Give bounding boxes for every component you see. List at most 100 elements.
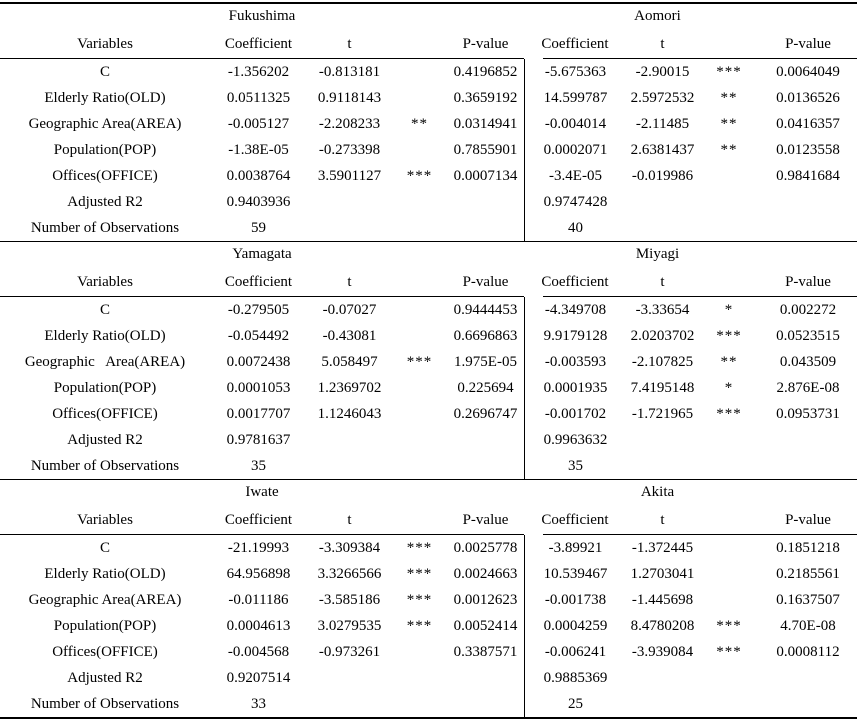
coefficient-value: -0.279505 xyxy=(227,301,290,318)
 xyxy=(307,427,392,453)
p-value: 0.9841684 xyxy=(776,167,840,184)
t-value: -1.372445 xyxy=(631,539,694,556)
header-t-left: t xyxy=(347,273,352,290)
adjusted-r2-value: 0.9747428 xyxy=(524,189,626,215)
prefecture-title-row: Fukushima Aomori xyxy=(0,4,857,29)
 xyxy=(447,691,524,717)
significance-stars: *** xyxy=(716,63,742,80)
p-value: 0.002272 xyxy=(779,301,837,318)
p-value: 0.0123558 xyxy=(776,141,840,158)
variable-label: Population(POP) xyxy=(53,617,157,634)
p-value: 0.225694 xyxy=(457,379,514,396)
 xyxy=(447,453,524,479)
variable-row: C -21.19993 -3.309384 *** 0.0025778 -3.89921-… xyxy=(0,535,857,561)
variable-row: Population(POP) -1.38E-05 -0.273398 0.78559… xyxy=(0,137,857,163)
header-t-right: t xyxy=(660,511,665,528)
t-value: 5.058497 xyxy=(321,353,378,370)
t-value: 2.6381437 xyxy=(630,141,695,158)
header-underline-right xyxy=(543,296,857,297)
column-header-row: Variables Coefficient t P-value Coeffici… xyxy=(0,267,857,297)
significance-stars xyxy=(392,137,447,163)
t-value: -2.90015 xyxy=(635,63,690,80)
coefficient-value: -0.001738 xyxy=(524,587,626,613)
coefficient-value: 0.0072438 xyxy=(226,353,291,370)
 xyxy=(759,453,857,479)
significance-stars xyxy=(392,401,447,427)
coefficient-value: -0.001702 xyxy=(524,401,626,427)
column-header-row: Variables Coefficient t P-value Coeffici… xyxy=(0,505,857,535)
left-prefecture-title: Yamagata xyxy=(232,246,292,262)
header-t-left: t xyxy=(347,511,352,528)
section-iwate-akita: Iwate Akita Variables Coefficient t P-va… xyxy=(0,480,857,717)
header-pvalue-left: P-value xyxy=(462,511,509,528)
variable-label: Geographic Area(AREA) xyxy=(28,591,182,608)
header-underline-left xyxy=(0,58,524,59)
 xyxy=(699,691,759,717)
t-value: 3.0279535 xyxy=(317,617,382,634)
header-pvalue-left: P-value xyxy=(462,273,509,290)
coefficient-value: 0.0001053 xyxy=(226,379,291,396)
variable-row: Geographic Area(AREA) 0.0072438 5.058497 **… xyxy=(0,349,857,375)
observations-row: Number of Observations 35 35 xyxy=(0,453,857,479)
header-underline-right xyxy=(543,58,857,59)
t-value: -0.43081 xyxy=(322,327,377,344)
significance-stars xyxy=(699,535,759,561)
significance-stars: ** xyxy=(720,89,738,106)
t-value: -1.445698 xyxy=(631,591,694,608)
variable-row: C -0.279505 -0.07027 0.9444453 -4.349708 -3.3… xyxy=(0,297,857,323)
 xyxy=(392,427,447,453)
variable-row: Offices(OFFICE) 0.0038764 3.5901127 *** 0.00… xyxy=(0,163,857,189)
 xyxy=(392,453,447,479)
 xyxy=(307,215,392,241)
right-prefecture-title: Aomori xyxy=(634,8,681,24)
coefficient-value: 64.956898 xyxy=(226,565,291,582)
column-header-row: Variables Coefficient t P-value Coeffici… xyxy=(0,29,857,59)
p-value: 0.0007134 xyxy=(453,167,518,184)
coefficient-value: -3.89921 xyxy=(524,535,626,561)
variable-label: Elderly Ratio(OLD) xyxy=(44,89,166,106)
header-significance-left xyxy=(392,29,447,59)
header-underline-left xyxy=(0,534,524,535)
header-pvalue-right: P-value xyxy=(785,35,831,52)
observations-value: 35 xyxy=(524,453,626,479)
coefficient-value: 0.0511325 xyxy=(226,89,291,106)
t-value: -0.273398 xyxy=(318,141,381,158)
t-value: 8.4780208 xyxy=(630,617,695,634)
header-variables: Variables xyxy=(77,273,133,290)
variable-label: Geographic Area(AREA) xyxy=(24,353,186,370)
coefficient-value: -3.4E-05 xyxy=(524,163,626,189)
adjusted-r2-value: 0.9403936 xyxy=(226,193,291,210)
right-prefecture-title: Akita xyxy=(640,484,675,500)
observations-value: 35 xyxy=(251,457,266,474)
p-value: 0.0052414 xyxy=(453,617,518,634)
p-value: 0.0136526 xyxy=(776,89,840,106)
coefficient-value: -1.38E-05 xyxy=(228,141,289,158)
coefficient-value: 0.0001935 xyxy=(524,375,626,401)
header-coefficient-right: Coefficient xyxy=(541,35,609,52)
p-value: 0.0008112 xyxy=(776,643,840,660)
 xyxy=(699,453,759,479)
coefficient-value: -0.054492 xyxy=(227,327,290,344)
significance-stars: *** xyxy=(406,591,433,608)
coefficient-value: 0.0002071 xyxy=(524,137,626,163)
t-value: -3.33654 xyxy=(635,301,690,318)
adjusted-r2-row: Adjusted R2 0.9207514 0.9885369 xyxy=(0,665,857,691)
 xyxy=(759,215,857,241)
t-value: 0.9118143 xyxy=(317,89,382,106)
significance-stars xyxy=(392,375,447,401)
 xyxy=(447,427,524,453)
p-value: 2.876E-08 xyxy=(776,379,840,396)
significance-stars xyxy=(392,323,447,349)
p-value: 0.0064049 xyxy=(776,63,840,80)
variable-row: Population(POP) 0.0001053 1.2369702 0.22569… xyxy=(0,375,857,401)
header-coefficient-left: Coefficient xyxy=(224,35,293,52)
variable-row: Elderly Ratio(OLD) -0.054492 -0.43081 0.669… xyxy=(0,323,857,349)
variable-label: C xyxy=(99,63,110,80)
p-value: 0.043509 xyxy=(779,353,837,370)
 xyxy=(447,189,524,215)
 xyxy=(699,665,759,691)
variable-label: C xyxy=(99,301,110,318)
 xyxy=(447,665,524,691)
t-value: 1.2369702 xyxy=(317,379,382,396)
